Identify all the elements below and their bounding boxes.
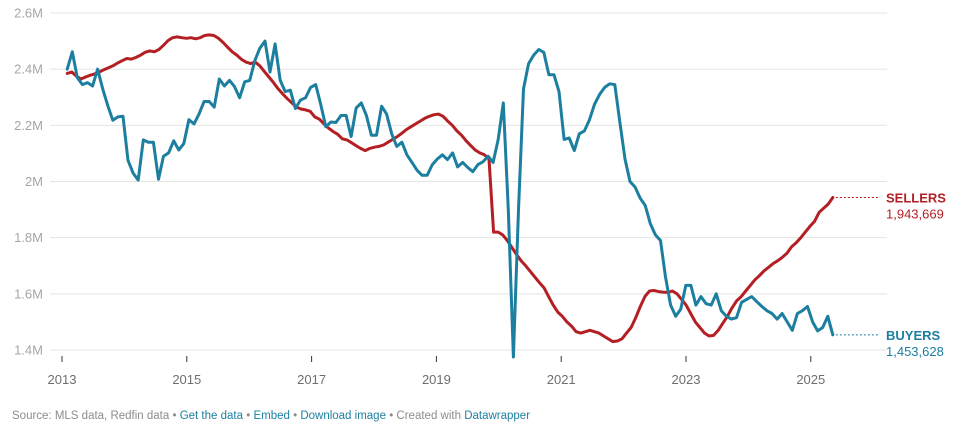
series-line-sellers xyxy=(65,33,835,344)
x-axis: 2013 2015 2017 2019 2021 2023 2025 xyxy=(48,356,825,387)
x-tick-label: 2015 xyxy=(172,372,201,387)
series-line-buyers xyxy=(65,39,835,359)
series-lines xyxy=(65,33,835,359)
x-tick-label: 2019 xyxy=(422,372,451,387)
y-tick-label: 1.8M xyxy=(14,230,43,245)
x-tick-label: 2025 xyxy=(796,372,825,387)
separator: • xyxy=(293,410,298,422)
y-tick-label: 2M xyxy=(25,174,43,189)
x-tick-label: 2013 xyxy=(48,372,77,387)
x-tick-label: 2023 xyxy=(672,372,701,387)
series-label-buyers: BUYERS xyxy=(886,328,941,343)
y-tick-label: 1.6M xyxy=(14,286,43,301)
series-value-buyers: 1,453,628 xyxy=(886,344,944,359)
embed-link[interactable]: Embed xyxy=(253,410,290,422)
series-label-sellers: SELLERS xyxy=(886,191,946,206)
download-image-link[interactable]: Download image xyxy=(300,410,386,422)
footer: Source: MLS data, Redfin data • Get the … xyxy=(12,410,530,422)
datawrapper-link[interactable]: Datawrapper xyxy=(464,410,531,422)
y-tick-label: 2.2M xyxy=(14,118,43,133)
series-value-sellers: 1,943,669 xyxy=(886,207,944,222)
separator: • xyxy=(246,410,251,422)
y-tick-label: 2.4M xyxy=(14,62,43,77)
created-with-text: Created with xyxy=(396,410,461,422)
y-tick-label: 2.6M xyxy=(14,6,43,21)
gridlines xyxy=(50,12,887,351)
x-tick-label: 2021 xyxy=(547,372,576,387)
source-text: Source: MLS data, Redfin data xyxy=(12,410,170,422)
y-tick-label: 1.4M xyxy=(14,343,43,358)
y-axis: 2.6M 2.4M 2.2M 2M 1.8M 1.6M 1.4M xyxy=(14,6,43,358)
separator: • xyxy=(389,410,394,422)
x-tick-label: 2017 xyxy=(297,372,326,387)
get-the-data-link[interactable]: Get the data xyxy=(179,410,243,422)
separator: • xyxy=(172,410,177,422)
